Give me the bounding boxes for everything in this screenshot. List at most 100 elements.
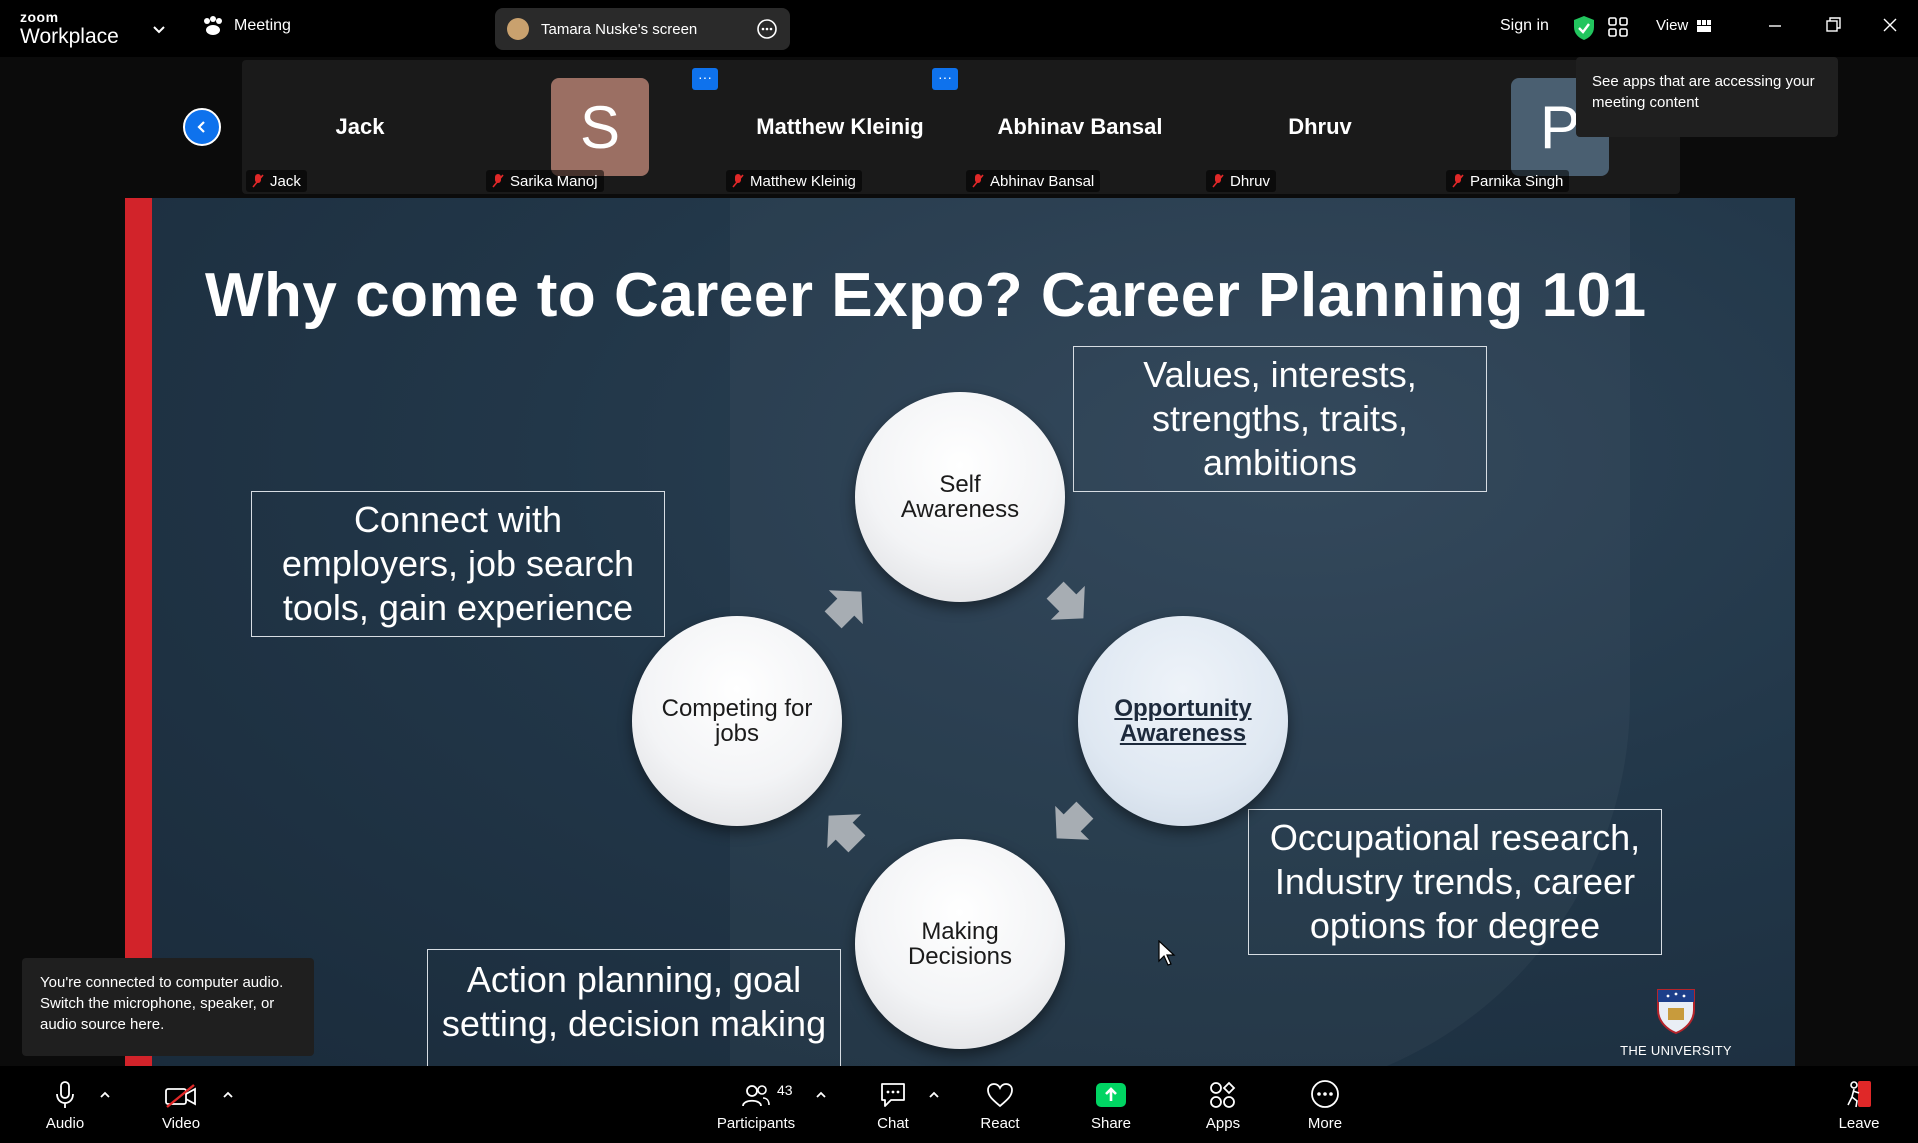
self-awareness-label: Self Awareness xyxy=(900,471,1020,523)
apps-accessing-tooltip: See apps that are accessing your meeting… xyxy=(1576,57,1838,137)
audio-connected-toast: You're connected to computer audio. Swit… xyxy=(22,958,314,1056)
app-logo: zoom Workplace xyxy=(20,10,119,47)
opportunity-awareness-circle: Opportunity Awareness xyxy=(1078,616,1288,826)
participant-label: Dhruv xyxy=(1206,170,1277,192)
participant-label: Sarika Manoj xyxy=(486,170,604,192)
participants-count: 43 xyxy=(777,1082,793,1098)
brand-large: Workplace xyxy=(20,25,119,48)
share-screen-icon xyxy=(1096,1083,1126,1107)
screen-share-pill[interactable]: Tamara Nuske's screen xyxy=(495,8,790,50)
participant-strip: Jack Jack S ··· Sarika Manoj Matthew Kle… xyxy=(242,60,1680,194)
participant-avatar: S xyxy=(551,78,649,176)
participant-tile[interactable]: S ··· Sarika Manoj xyxy=(482,60,718,194)
view-button[interactable]: View xyxy=(1656,17,1712,34)
participant-name: Jack xyxy=(270,172,301,190)
action-box: Action planning, goal setting, decision … xyxy=(427,949,841,1066)
leave-button[interactable]: Leave xyxy=(1814,1072,1904,1138)
participants-label: Participants xyxy=(716,1115,796,1132)
chevron-down-icon[interactable] xyxy=(150,20,168,38)
mic-muted-icon xyxy=(492,174,504,188)
apps-label: Apps xyxy=(1205,1115,1241,1132)
more-options-icon[interactable] xyxy=(756,18,778,40)
view-label: View xyxy=(1656,17,1689,34)
participant-tile[interactable]: Jack Jack xyxy=(242,60,478,194)
university-crest-icon xyxy=(1657,989,1695,1035)
tile-options-button[interactable]: ··· xyxy=(932,68,958,90)
audio-button[interactable]: Audio xyxy=(20,1072,110,1138)
participant-name: Abhinav Bansal xyxy=(990,172,1095,190)
presenter-avatar-icon xyxy=(507,18,529,40)
meeting-toolbar: Audio Video Participants 43 Chat xyxy=(0,1066,1918,1143)
occupational-box: Occupational research, Industry trends, … xyxy=(1248,809,1662,955)
university-name: THE UNIVERSITY xyxy=(1620,1043,1732,1058)
competing-for-jobs-label: Competing for jobs xyxy=(661,695,813,747)
opportunity-awareness-label: Opportunity Awareness xyxy=(1114,695,1252,747)
share-button[interactable]: Share xyxy=(1066,1072,1156,1138)
participant-name: Parnika Singh xyxy=(1470,172,1564,190)
participant-tile[interactable]: Matthew Kleinig ··· Matthew Kleinig xyxy=(722,60,958,194)
share-title: Tamara Nuske's screen xyxy=(541,20,698,38)
apps-button[interactable]: Apps xyxy=(1178,1072,1268,1138)
participant-name: Sarika Manoj xyxy=(510,172,598,190)
participant-display-name: Jack xyxy=(335,114,385,139)
participant-label: Abhinav Bansal xyxy=(966,170,1101,192)
top-bar: zoom Workplace Meeting Tamara Nuske's sc… xyxy=(0,0,1918,57)
audio-options-caret-icon[interactable] xyxy=(98,1088,112,1102)
cycle-arrow-icon xyxy=(824,590,863,629)
mic-muted-icon xyxy=(1212,174,1224,188)
participant-label: Matthew Kleinig xyxy=(726,170,862,192)
participant-name: Matthew Kleinig xyxy=(750,172,856,190)
minimize-icon[interactable] xyxy=(1764,14,1786,36)
video-options-caret-icon[interactable] xyxy=(221,1088,235,1102)
university-logo: THE UNIVERSITY xyxy=(1611,988,1741,1058)
sign-in-link[interactable]: Sign in xyxy=(1500,17,1549,34)
chat-options-caret-icon[interactable] xyxy=(927,1088,941,1102)
share-label: Share xyxy=(1090,1115,1132,1132)
restore-icon[interactable] xyxy=(1822,14,1844,36)
apps-icon xyxy=(1210,1081,1236,1108)
meeting-menu-button[interactable]: Meeting xyxy=(202,16,291,36)
chevron-left-icon xyxy=(197,121,205,133)
cycle-arrow-icon xyxy=(1046,581,1085,620)
values-box: Values, interests, strengths, traits, am… xyxy=(1073,346,1487,492)
mouse-cursor-icon xyxy=(1158,940,1176,966)
brand-small: zoom xyxy=(20,9,59,25)
competing-for-jobs-circle: Competing for jobs xyxy=(632,616,842,826)
security-shield-icon[interactable] xyxy=(1572,15,1596,41)
apps-grid-icon[interactable] xyxy=(1608,17,1628,37)
cycle-arrow-icon xyxy=(1055,801,1094,840)
slide-red-bar xyxy=(125,198,152,1066)
shared-screen-slide: Why come to Career Expo? Career Planning… xyxy=(125,198,1795,1066)
react-label: React xyxy=(980,1115,1020,1132)
participant-label: Parnika Singh xyxy=(1446,170,1570,192)
heart-icon xyxy=(987,1083,1013,1108)
more-button[interactable]: More xyxy=(1280,1072,1370,1138)
strip-previous-button[interactable] xyxy=(183,108,221,146)
mic-muted-icon xyxy=(252,174,264,188)
meeting-label: Meeting xyxy=(234,17,291,34)
self-awareness-circle: Self Awareness xyxy=(855,392,1065,602)
more-label: More xyxy=(1307,1115,1343,1132)
chat-icon xyxy=(881,1083,905,1107)
chat-button[interactable]: Chat xyxy=(848,1072,938,1138)
audio-label: Audio xyxy=(45,1115,85,1132)
microphone-icon xyxy=(56,1081,74,1108)
making-decisions-circle: Making Decisions xyxy=(855,839,1065,1049)
connect-box: Connect with employers, job search tools… xyxy=(251,491,665,637)
chat-label: Chat xyxy=(877,1115,909,1132)
video-button[interactable]: Video xyxy=(136,1072,226,1138)
cycle-arrow-icon xyxy=(827,814,866,853)
react-button[interactable]: React xyxy=(955,1072,1045,1138)
mic-muted-icon xyxy=(972,174,984,188)
participant-display-name: Dhruv xyxy=(1288,114,1352,139)
participants-options-caret-icon[interactable] xyxy=(814,1088,828,1102)
participant-tile[interactable]: Dhruv Dhruv xyxy=(1202,60,1438,194)
participants-button[interactable]: Participants xyxy=(710,1072,802,1138)
participant-display-name: Abhinav Bansal xyxy=(997,114,1163,139)
view-layout-icon xyxy=(1697,19,1712,32)
participant-label: Jack xyxy=(246,170,307,192)
participant-tile[interactable]: Abhinav Bansal Abhinav Bansal xyxy=(962,60,1198,194)
close-icon[interactable] xyxy=(1879,14,1901,36)
tile-options-button[interactable]: ··· xyxy=(692,68,718,90)
video-off-icon xyxy=(165,1084,196,1108)
